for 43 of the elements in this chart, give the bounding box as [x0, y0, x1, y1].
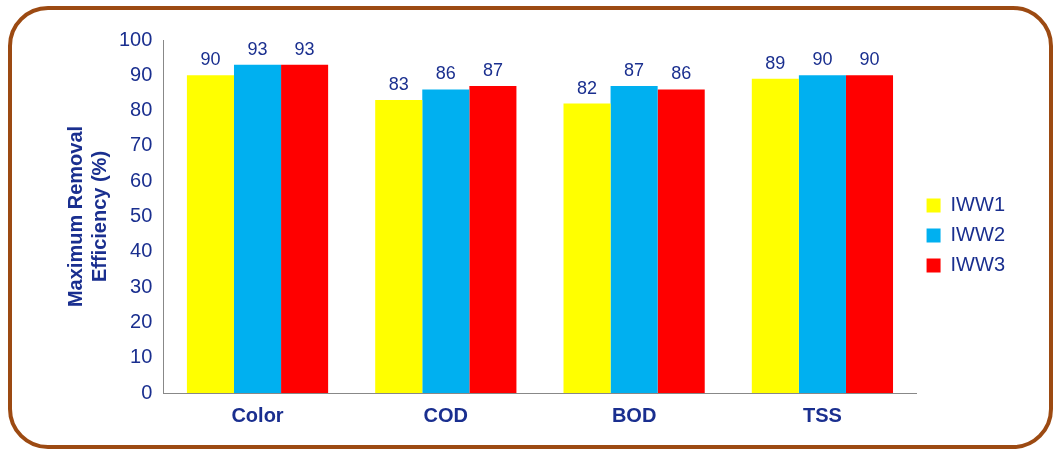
bar: [751, 78, 799, 393]
legend-label: IWW3: [950, 253, 1005, 276]
bar: [610, 85, 658, 393]
data-label: 82: [577, 77, 598, 98]
y-tick-label: 10: [130, 345, 153, 368]
y-tick-label: 70: [130, 133, 153, 156]
bar: [281, 64, 329, 393]
bar: [422, 89, 470, 393]
bar: [845, 75, 894, 393]
data-label: 90: [200, 49, 221, 70]
y-axis-title: Maximum Removal Efficiency (%): [63, 125, 110, 308]
data-label: 93: [247, 38, 268, 59]
y-tick-label: 0: [141, 380, 153, 403]
bar: [233, 64, 282, 393]
bar: [563, 103, 611, 393]
y-tick-label: 50: [130, 204, 153, 227]
data-label: 86: [435, 63, 456, 84]
bar: [657, 89, 705, 393]
y-tick-label: 20: [130, 309, 153, 332]
y-tick-label: 90: [130, 62, 153, 85]
legend-label: IWW1: [950, 193, 1005, 216]
x-tick-label: COD: [423, 403, 469, 426]
data-label: 87: [482, 59, 503, 80]
bar: [186, 75, 234, 393]
x-tick-label: Color: [231, 403, 284, 426]
data-label: 90: [812, 49, 833, 70]
y-tick-label: 30: [130, 274, 153, 297]
legend-label: IWW2: [950, 223, 1005, 246]
y-tick-label: 80: [130, 98, 153, 121]
bar: [469, 85, 517, 393]
y-tick-label: 60: [130, 168, 153, 191]
x-tick-label: BOD: [611, 403, 657, 426]
data-label: 93: [294, 38, 315, 59]
data-label: 87: [624, 59, 645, 80]
y-tick-label: 40: [130, 239, 153, 262]
data-label: 83: [388, 73, 409, 94]
data-label: 90: [859, 49, 880, 70]
bar: [375, 100, 423, 393]
y-tick-label: 100: [118, 27, 153, 50]
data-label: 89: [765, 52, 786, 73]
bar: [798, 75, 846, 393]
data-label: 86: [671, 63, 692, 84]
x-tick-label: TSS: [802, 403, 842, 426]
